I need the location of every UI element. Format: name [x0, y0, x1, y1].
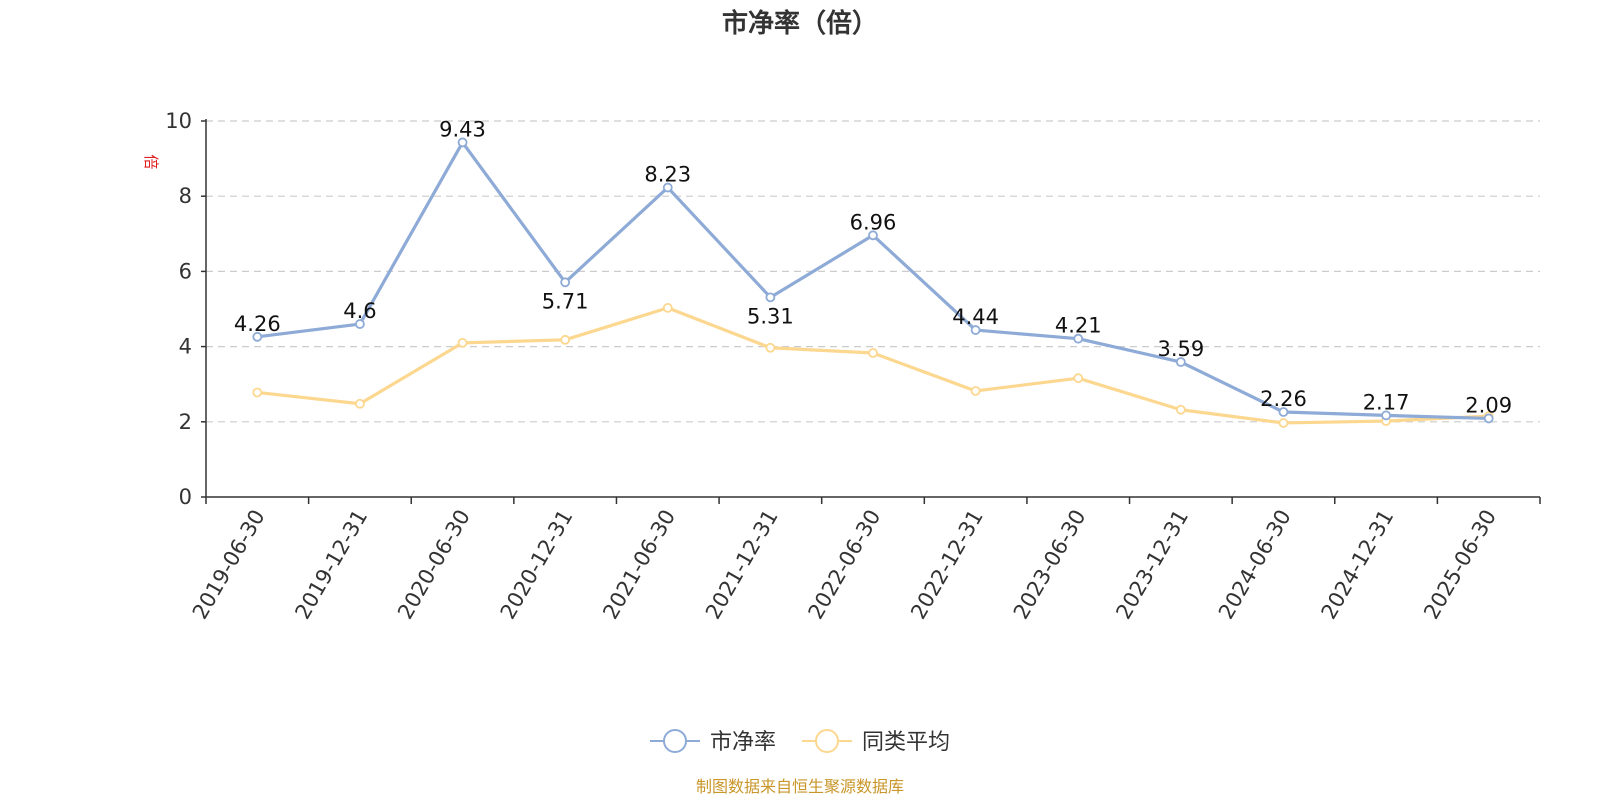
legend-marker-pb — [663, 729, 687, 753]
y-tick-label-10: 10 — [165, 109, 192, 133]
peer-avg-point-2022-06-30 — [868, 348, 878, 358]
data-label-2023-06-30: 4.21 — [1055, 314, 1102, 338]
peer-avg-point-2021-12-31 — [765, 342, 776, 353]
legend-marker-peer-avg — [815, 729, 839, 753]
peer-avg-point-2022-12-31 — [970, 386, 981, 396]
data-label-2021-06-30: 8.23 — [644, 163, 691, 187]
peer-avg-point-2020-06-30 — [457, 337, 468, 348]
y-tick-label-0: 0 — [179, 485, 192, 509]
pb-point-2022-12-31 — [970, 325, 981, 335]
x-tick-label-2020-06-30: 2020-06-30 — [393, 506, 475, 624]
legend: 市净率 同类平均 — [650, 729, 950, 755]
peer-avg-point-2024-06-30 — [1278, 418, 1289, 428]
pb-point-2023-12-31 — [1175, 357, 1186, 367]
x-tick-label-2019-06-30: 2019-06-30 — [188, 506, 270, 624]
x-tick-label-2023-12-31: 2023-12-31 — [1111, 506, 1193, 624]
axes: 0 2 4 6 8 10 2019-06-30 2019-12-31 2020-06-30 202… — [165, 109, 1541, 624]
pb-point-2021-06-30 — [662, 182, 673, 193]
y-axis-unit: 倍 — [142, 154, 160, 169]
legend-label-peer-avg: 同类平均 — [862, 730, 950, 755]
pb-point-2020-06-30 — [457, 137, 468, 148]
pb-point-2023-06-30 — [1073, 333, 1084, 344]
data-label-2019-12-31: 4.6 — [343, 299, 376, 323]
pb-point-2024-06-30 — [1278, 407, 1289, 417]
data-label-2019-06-30: 4.26 — [234, 312, 281, 336]
series-line-pb — [257, 140, 1489, 421]
y-tick-label-2: 2 — [179, 410, 192, 434]
data-label-2022-12-31: 4.44 — [952, 305, 999, 329]
peer-avg-point-2023-12-31 — [1175, 404, 1186, 415]
peer-avg-point-2019-06-30 — [252, 387, 263, 398]
peer-avg-point-2019-12-31 — [355, 398, 365, 409]
data-label-2024-06-30: 2.26 — [1260, 387, 1307, 411]
pb-point-2022-06-30 — [868, 230, 878, 241]
data-label-2025-06-30: 2.09 — [1465, 393, 1512, 417]
x-tick-label-2021-12-31: 2021-12-31 — [701, 506, 783, 624]
peer-avg-point-2023-06-30 — [1073, 373, 1084, 384]
peer-avg-point-2020-12-31 — [560, 334, 571, 345]
x-tick-label-2024-06-30: 2024-06-30 — [1214, 506, 1296, 624]
pb-point-2020-12-31 — [560, 277, 571, 288]
x-tick-label-2019-12-31: 2019-12-31 — [290, 506, 372, 624]
grid-lines — [206, 120, 1540, 423]
data-labels: 4.26 4.6 9.43 5.71 8.23 5.31 6.96 4.44 4.21 3.59 2… — [234, 117, 1512, 417]
legend-item-peer-avg[interactable]: 同类平均 — [802, 729, 950, 755]
y-tick-label-8: 8 — [179, 184, 192, 208]
x-tick-label-2025-06-30: 2025-06-30 — [1419, 506, 1501, 624]
legend-label-pb: 市净率 — [710, 730, 776, 755]
data-label-2020-12-31: 5.71 — [542, 289, 589, 313]
pb-point-2024-12-31 — [1381, 410, 1391, 421]
x-tick-label-2022-06-30: 2022-06-30 — [804, 506, 886, 624]
chart-title: 市净率（倍） — [722, 8, 878, 39]
data-label-2020-06-30: 9.43 — [439, 117, 486, 141]
x-tick-label-2023-06-30: 2023-06-30 — [1009, 506, 1091, 624]
data-label-2024-12-31: 2.17 — [1363, 390, 1410, 414]
y-tick-label-6: 6 — [179, 259, 192, 283]
x-tick-label-2021-06-30: 2021-06-30 — [598, 506, 680, 624]
x-tick-label-2024-12-31: 2024-12-31 — [1317, 506, 1399, 624]
data-label-2022-06-30: 6.96 — [850, 210, 897, 234]
pb-point-2021-12-31 — [765, 292, 776, 303]
legend-item-pb[interactable]: 市净率 — [650, 729, 776, 755]
pb-point-2025-06-30 — [1483, 413, 1494, 424]
pb-point-2019-12-31 — [355, 319, 365, 329]
y-tick-label-4: 4 — [179, 335, 192, 359]
source-note: 制图数据来自恒生聚源数据库 — [696, 777, 904, 796]
x-tick-label-2022-12-31: 2022-12-31 — [906, 506, 988, 624]
data-label-2023-12-31: 3.59 — [1157, 337, 1204, 361]
data-label-2021-12-31: 5.31 — [747, 304, 794, 328]
series-lines — [252, 137, 1494, 428]
pb-point-2019-06-30 — [252, 331, 263, 342]
x-tick-label-2020-12-31: 2020-12-31 — [496, 506, 578, 624]
peer-avg-point-2021-06-30 — [662, 302, 673, 313]
